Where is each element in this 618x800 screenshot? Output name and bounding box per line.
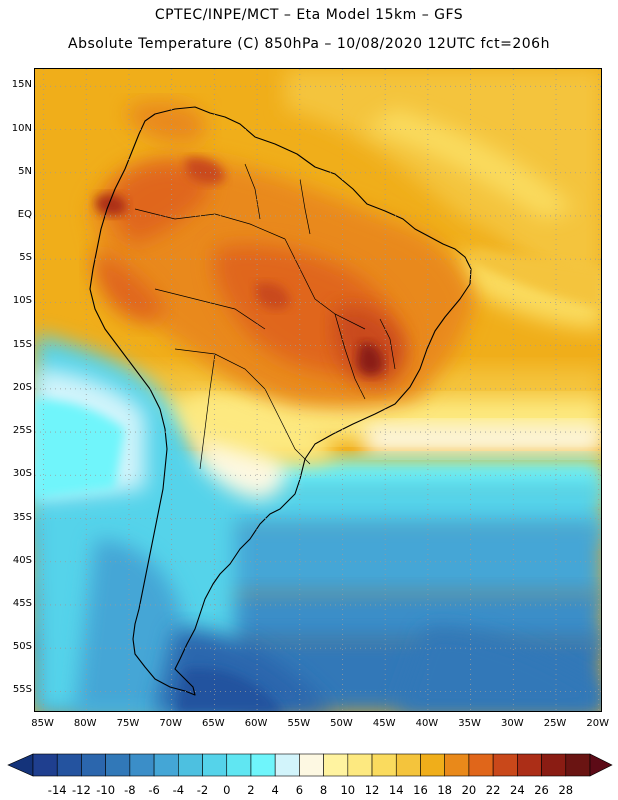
temperature-map: [34, 68, 602, 712]
colorbar-swatch: [105, 753, 131, 777]
coastline-outline: [89, 106, 472, 696]
colorbar-tick-label: 4: [271, 783, 279, 797]
lon-tick-label: 80W: [73, 718, 97, 729]
lon-tick-label: 45W: [372, 718, 396, 729]
lon-tick-label: 85W: [31, 718, 54, 729]
lat-tick-label: 10N: [11, 122, 32, 134]
lat-tick-label: 5S: [19, 252, 32, 264]
lat-tick-label: 35S: [12, 511, 32, 523]
lat-tick-label: 25S: [12, 425, 32, 437]
lat-tick-label: 5N: [18, 165, 32, 177]
lat-tick-label: 50S: [12, 641, 32, 653]
colorbar-tick-label: -4: [172, 783, 185, 797]
colorbar-tick-label: 28: [558, 783, 574, 797]
colorbar-tick-label: -2: [196, 783, 209, 797]
colorbar-swatch: [32, 753, 58, 777]
lon-tick-label: 75W: [116, 718, 140, 729]
colorbar-swatch: [395, 753, 421, 777]
country-borders: [134, 163, 396, 470]
lon-tick-label: 35W: [458, 718, 481, 729]
colorbar-swatch: [492, 753, 518, 777]
temperature-colorbar: [7, 753, 613, 777]
colorbar-swatch: [56, 753, 82, 777]
colorbar-swatch: [541, 753, 567, 777]
colorbar-tick-label: 18: [437, 783, 452, 797]
lon-tick-label: 40W: [415, 718, 439, 729]
lon-tick-label: 65W: [202, 718, 225, 729]
colorbar-tick-label: -10: [96, 783, 116, 797]
lat-tick-label: 55S: [12, 684, 32, 696]
colorbar-swatch: [153, 753, 179, 777]
colorbar-tick-label: 24: [510, 783, 525, 797]
lon-tick-label: 25W: [543, 718, 567, 729]
colorbar-swatch: [178, 753, 203, 777]
lon-tick-label: 20W: [586, 718, 610, 729]
lat-tick-label: 10S: [12, 295, 32, 307]
colorbar-tick-label: 12: [364, 783, 380, 797]
lon-tick-label: 60W: [244, 718, 268, 729]
colorbar-swatch: [202, 753, 228, 777]
lat-tick-label: EQ: [17, 208, 32, 220]
colorbar-swatch: [371, 753, 397, 777]
colorbar-underflow-arrow: [7, 753, 34, 777]
lat-tick-label: 45S: [12, 597, 32, 609]
lat-tick-label: 40S: [12, 554, 32, 566]
colorbar-swatch: [420, 753, 445, 777]
colorbar-tick-label: -12: [72, 783, 91, 797]
colorbar-swatch: [517, 753, 542, 777]
colorbar-swatch: [444, 753, 470, 777]
colorbar-swatch: [250, 753, 276, 777]
colorbar-tick-label: 14: [388, 783, 404, 797]
lon-tick-label: 30W: [501, 718, 524, 729]
colorbar-tick-label: 6: [295, 783, 304, 797]
colorbar-tick-label: 26: [534, 783, 549, 797]
colorbar-swatch: [323, 753, 349, 777]
colorbar-tick-label: 22: [485, 783, 501, 797]
map-subtitle: Absolute Temperature (C) 850hPa – 10/08/…: [68, 36, 550, 52]
lon-tick-label: 50W: [330, 718, 353, 729]
colorbar-swatch: [299, 753, 324, 777]
colorbar-tick-label: 2: [247, 783, 255, 797]
colorbar-swatch: [274, 753, 300, 777]
lat-tick-label: 20S: [12, 381, 32, 393]
lat-tick-label: 15S: [12, 338, 32, 350]
colorbar-tick-label: 20: [461, 783, 477, 797]
colorbar-overflow-arrow: [589, 753, 613, 777]
colorbar-tick-label: 16: [413, 783, 428, 797]
lat-tick-label: 15N: [11, 79, 32, 91]
colorbar-swatch: [81, 753, 106, 777]
colorbar-swatch: [468, 753, 494, 777]
colorbar-tick-label: -8: [124, 783, 136, 797]
colorbar-tick-label: -14: [47, 783, 67, 797]
colorbar-swatch: [129, 753, 155, 777]
colorbar-tick-label: 8: [319, 783, 328, 797]
colorbar-tick-label: 10: [340, 783, 356, 797]
colorbar-swatch: [565, 753, 591, 777]
lon-tick-label: 70W: [159, 718, 182, 729]
lon-tick-label: 55W: [287, 718, 311, 729]
colorbar-swatch: [226, 753, 252, 777]
colorbar-swatch: [347, 753, 373, 777]
colorbar-tick-label: 0: [223, 783, 231, 797]
temperature-field: [35, 69, 601, 711]
map-title: CPTEC/INPE/MCT – Eta Model 15km – GFS: [154, 7, 464, 23]
colorbar-tick-label: -6: [148, 783, 160, 797]
lat-tick-label: 30S: [12, 468, 32, 480]
